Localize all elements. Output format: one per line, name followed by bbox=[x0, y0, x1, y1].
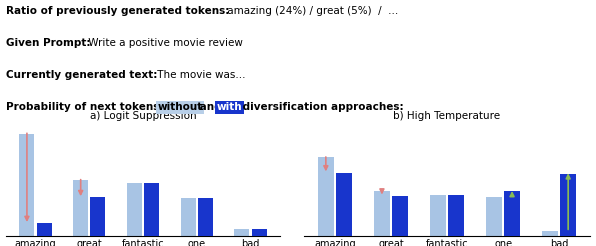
Text: Ratio of previously generated tokens:: Ratio of previously generated tokens: bbox=[6, 6, 229, 16]
Bar bbox=[234, 229, 250, 236]
Bar bbox=[144, 183, 159, 236]
Bar bbox=[430, 195, 446, 236]
Bar bbox=[73, 180, 88, 236]
Text: without: without bbox=[157, 102, 203, 112]
Bar bbox=[374, 191, 390, 236]
Bar bbox=[252, 229, 266, 236]
Bar bbox=[318, 157, 334, 236]
Title: a) Logit Suppression: a) Logit Suppression bbox=[90, 111, 196, 121]
Text: Given Prompt:: Given Prompt: bbox=[6, 38, 91, 48]
Bar bbox=[20, 134, 35, 236]
Text: Write a positive movie review: Write a positive movie review bbox=[85, 38, 243, 48]
Text: diversification approaches:: diversification approaches: bbox=[239, 102, 403, 112]
Bar bbox=[127, 183, 142, 236]
Bar bbox=[91, 197, 105, 236]
Text: with: with bbox=[216, 102, 242, 112]
Text: and: and bbox=[196, 102, 225, 112]
Title: b) High Temperature: b) High Temperature bbox=[393, 111, 501, 121]
Bar bbox=[36, 223, 52, 236]
Bar bbox=[336, 173, 352, 236]
Text: amazing (24%) / great (5%)  /  ...: amazing (24%) / great (5%) / ... bbox=[224, 6, 398, 16]
Bar bbox=[181, 199, 195, 236]
Bar bbox=[486, 197, 502, 236]
Text: Probability of next tokens: Probability of next tokens bbox=[6, 102, 163, 112]
Bar bbox=[198, 199, 213, 236]
Bar bbox=[542, 231, 558, 236]
Bar bbox=[448, 195, 464, 236]
Text: The movie was...: The movie was... bbox=[154, 70, 246, 80]
Bar bbox=[392, 196, 408, 236]
Bar bbox=[560, 174, 576, 236]
Bar bbox=[504, 191, 520, 236]
Text: Currently generated text:: Currently generated text: bbox=[6, 70, 157, 80]
